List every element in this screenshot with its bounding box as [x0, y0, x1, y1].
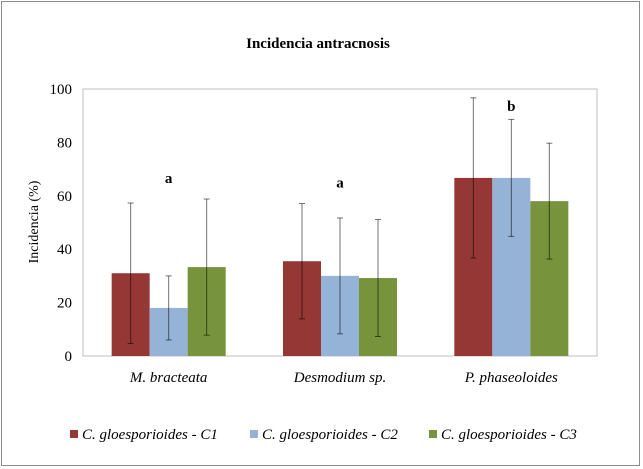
y-tick-label: 0: [65, 349, 73, 365]
y-axis-ticks: 0 20 40 60 80 100: [50, 82, 73, 365]
legend-swatch: [70, 430, 78, 438]
chart-title: Incidencia antracnosis: [246, 36, 390, 52]
error-bars: [127, 97, 553, 344]
y-tick-label: 100: [50, 82, 73, 98]
y-tick-label: 80: [57, 135, 72, 151]
legend-label: C. gloesporioides - C2: [262, 427, 398, 443]
category-label: Desmodium sp.: [293, 370, 387, 386]
legend-swatch: [429, 430, 437, 438]
y-tick-label: 20: [57, 296, 72, 312]
legend-label: C. gloesporioides - C1: [82, 427, 218, 443]
legend-swatch: [250, 430, 258, 438]
category-label: M. bracteata: [129, 370, 207, 386]
significance-letter: a: [165, 171, 173, 187]
y-tick-label: 60: [57, 189, 72, 205]
legend-label: C. gloesporioides - C3: [441, 427, 577, 443]
significance-letter: b: [507, 99, 515, 115]
y-axis-title: Incidencia (%): [27, 180, 42, 263]
y-tick-label: 40: [57, 242, 72, 258]
significance-annotations: a a b: [165, 99, 516, 192]
significance-letter: a: [336, 176, 344, 192]
category-label: P. phaseoloides: [464, 370, 558, 386]
legend: C. gloesporioides - C1 C. gloesporioides …: [70, 427, 577, 443]
category-labels: M. bracteata Desmodium sp. P. phaseoloides: [129, 370, 558, 386]
